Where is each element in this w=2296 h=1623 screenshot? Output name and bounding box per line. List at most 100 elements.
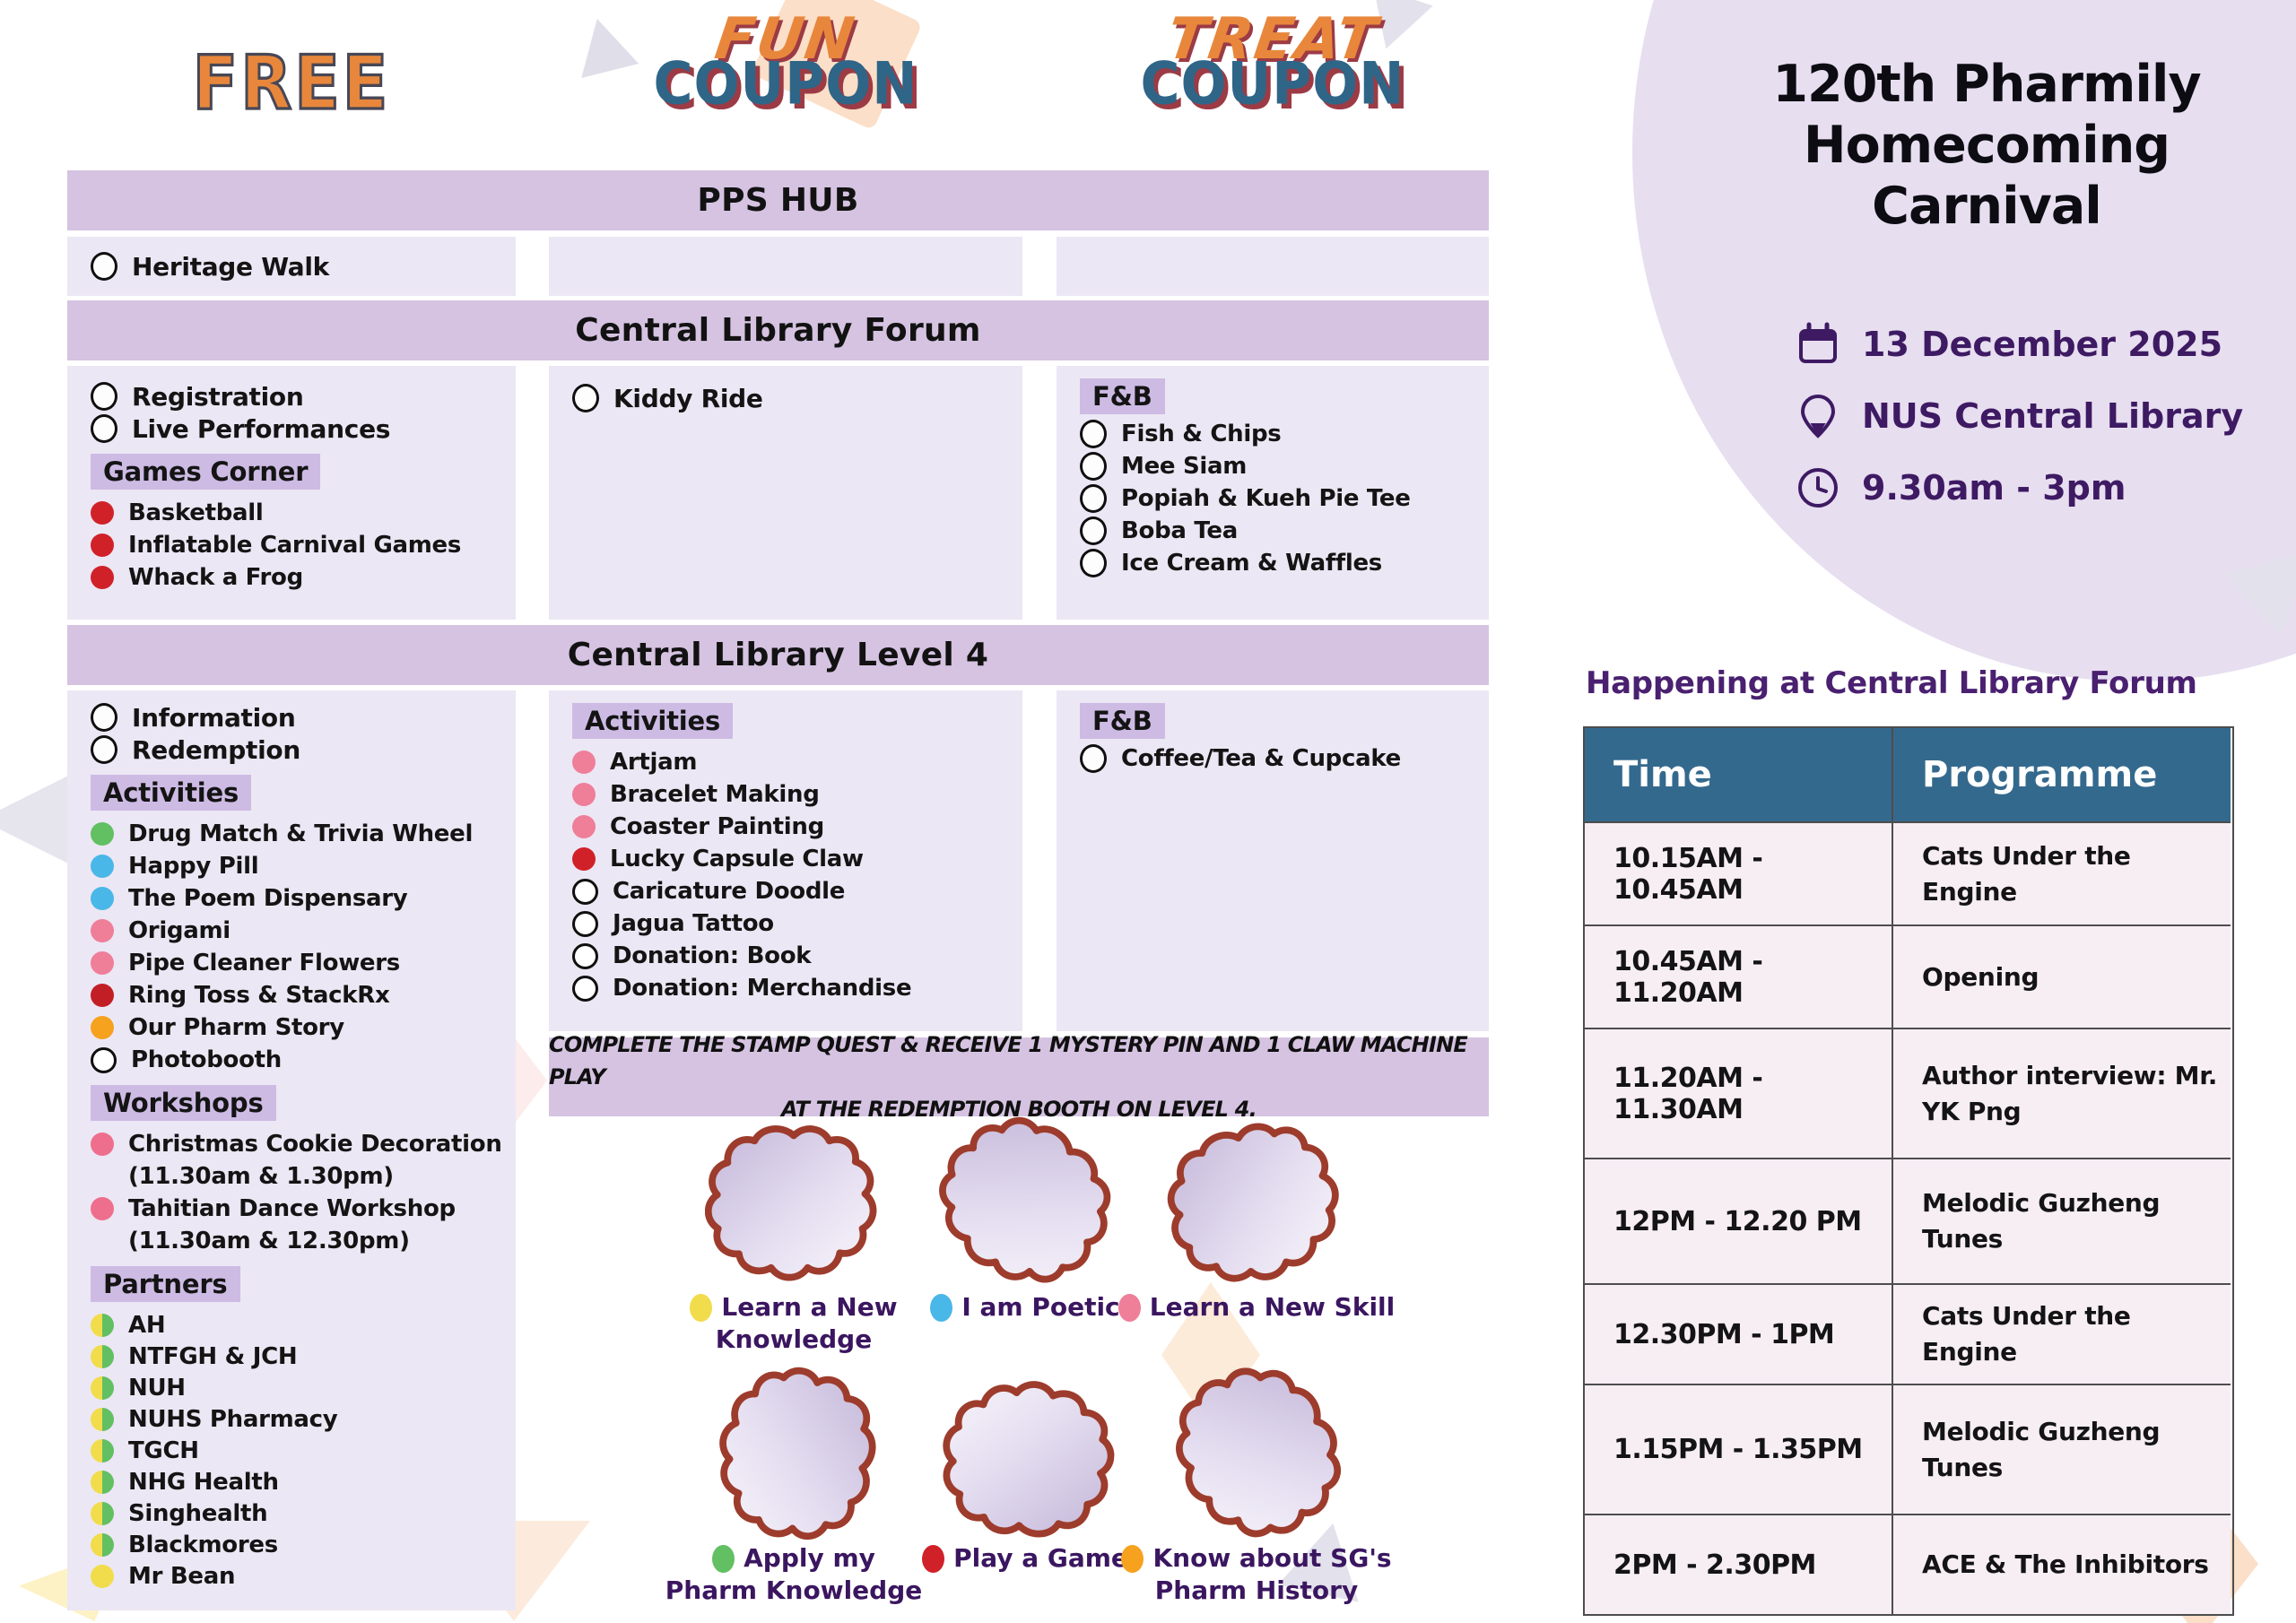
bullet-dot bbox=[91, 1376, 114, 1400]
bullet-dot bbox=[712, 1544, 735, 1573]
bullet-dot bbox=[91, 1407, 114, 1431]
section-chip-games-corner: Games Corner bbox=[91, 454, 321, 490]
stamp-cell: I am Poetic bbox=[909, 1123, 1141, 1356]
bullet-dot bbox=[91, 951, 114, 975]
event-date-row: 13 December 2025 bbox=[1794, 316, 2243, 373]
band-pps-hub: PPS HUB bbox=[67, 170, 1489, 230]
list-item: Happy Pill bbox=[91, 850, 509, 882]
stamp-cell: Play a Game bbox=[909, 1374, 1141, 1607]
stamp-label-text: Know about SG's bbox=[1152, 1543, 1392, 1573]
check-circle[interactable] bbox=[1080, 452, 1107, 481]
stamp-grid: Learn a New Knowledge I am Poetic Learn … bbox=[665, 1123, 1395, 1607]
stamp-cell: Learn a New Knowledge bbox=[678, 1123, 909, 1356]
stamp-label: Know about SG's bbox=[1121, 1542, 1392, 1575]
bullet-dot bbox=[91, 1133, 114, 1156]
schedule-table: Time Programme 10.15AM - 10.45AM Cats Un… bbox=[1583, 726, 2234, 1616]
table-cell-programme: Opening bbox=[1893, 926, 2231, 1029]
list-item: Christmas Cookie Decoration bbox=[91, 1128, 509, 1160]
table-cell-time: 10.45AM - 11.20AM bbox=[1585, 926, 1893, 1029]
column-header-programme: Programme bbox=[1893, 728, 2231, 823]
item-label: Coffee/Tea & Cupcake bbox=[1121, 745, 1401, 772]
section-chip-activities: Activities bbox=[572, 703, 734, 739]
banner-line: COMPLETE THE STAMP QUEST & RECEIVE 1 MYS… bbox=[549, 1032, 1468, 1089]
list-item: Ring Toss & StackRx bbox=[91, 979, 509, 1011]
panel-forum-treat: F&B Fish & Chips Mee Siam Popiah & Kueh … bbox=[1057, 366, 1489, 620]
event-date: 13 December 2025 bbox=[1862, 325, 2223, 364]
list-item: Redemption bbox=[91, 733, 509, 766]
list-item: Popiah & Kueh Pie Tee bbox=[1080, 482, 1482, 515]
list-item: Origami bbox=[91, 915, 509, 947]
bullet-dot bbox=[572, 783, 596, 806]
check-circle[interactable] bbox=[91, 735, 117, 764]
item-label: Whack a Frog bbox=[128, 564, 303, 591]
list-item: Pipe Cleaner Flowers bbox=[91, 947, 509, 979]
bullet-dot bbox=[91, 984, 114, 1007]
bullet-dot bbox=[91, 919, 114, 942]
list-item: Singhealth bbox=[91, 1497, 509, 1529]
fun-coupon-header: FUN COUPON bbox=[549, 6, 1022, 118]
check-circle[interactable] bbox=[1080, 744, 1107, 773]
check-circle[interactable] bbox=[91, 703, 117, 732]
stamp-blob bbox=[705, 1123, 883, 1288]
list-item: Donation: Book bbox=[572, 940, 1015, 972]
list-item: Basketball bbox=[91, 497, 509, 529]
bullet-dot bbox=[91, 534, 114, 557]
check-circle[interactable] bbox=[1080, 549, 1107, 577]
list-item: Ice Cream & Waffles bbox=[1080, 547, 1482, 579]
list-item: Registration bbox=[91, 380, 509, 412]
item-label: Coaster Painting bbox=[610, 813, 824, 840]
check-circle[interactable] bbox=[1080, 420, 1107, 448]
bullet-dot bbox=[91, 1532, 114, 1557]
check-circle[interactable] bbox=[91, 252, 117, 281]
check-circle[interactable] bbox=[91, 414, 117, 443]
bullet-dot bbox=[690, 1293, 713, 1322]
bullet-dot bbox=[91, 1344, 114, 1368]
panel-forum-fun: Kiddy Ride bbox=[549, 366, 1022, 620]
bullet-dot bbox=[572, 815, 596, 838]
fun-coupon-word-bottom: COUPON bbox=[653, 50, 918, 118]
stamp-blob bbox=[1150, 1103, 1364, 1308]
item-label: Lucky Capsule Claw bbox=[610, 846, 864, 872]
list-item: Photobooth bbox=[91, 1044, 509, 1076]
list-item: Information bbox=[91, 701, 509, 733]
item-label: Boba Tea bbox=[1121, 517, 1238, 544]
stamp-label-line2: Pharm Knowledge bbox=[665, 1575, 923, 1605]
item-label: Inflatable Carnival Games bbox=[128, 532, 462, 559]
stamp-label: I am Poetic bbox=[930, 1291, 1120, 1324]
list-item: Caricature Doodle bbox=[572, 875, 1015, 907]
check-circle[interactable] bbox=[572, 384, 599, 412]
column-header-time: Time bbox=[1585, 728, 1893, 823]
stamp-label: Learn a New bbox=[690, 1291, 898, 1324]
check-circle[interactable] bbox=[1080, 484, 1107, 513]
table-cell-programme: Melodic Guzheng Tunes bbox=[1893, 1385, 2231, 1515]
event-venue-row: NUS Central Library bbox=[1794, 387, 2243, 445]
clock-icon bbox=[1798, 468, 1838, 508]
table-cell-time: 1.15PM - 1.35PM bbox=[1585, 1385, 1893, 1515]
list-item: NTFGH & JCH bbox=[91, 1341, 509, 1372]
bullet-dot bbox=[91, 1501, 114, 1525]
item-label: Pipe Cleaner Flowers bbox=[128, 950, 400, 976]
bullet-dot bbox=[91, 566, 114, 589]
bullet-dot bbox=[572, 942, 598, 969]
check-circle[interactable] bbox=[1080, 516, 1107, 545]
panel-pps-free: Heritage Walk bbox=[67, 237, 516, 296]
bullet-dot bbox=[91, 1564, 114, 1588]
item-label: NUHS Pharmacy bbox=[128, 1405, 338, 1433]
item-label: Singhealth bbox=[128, 1499, 268, 1527]
table-cell-time: 2PM - 2.30PM bbox=[1585, 1515, 1893, 1614]
list-item: Boba Tea bbox=[1080, 515, 1482, 547]
item-sub-label: (11.30am & 1.30pm) bbox=[128, 1163, 394, 1190]
stamp-label: Apply my bbox=[712, 1542, 875, 1575]
item-label: Heritage Walk bbox=[132, 251, 329, 282]
bullet-dot bbox=[91, 1438, 114, 1462]
panel-pps-fun bbox=[549, 237, 1022, 296]
list-item: Fish & Chips bbox=[1080, 418, 1482, 450]
item-label: Mr Bean bbox=[128, 1562, 236, 1590]
item-label: Our Pharm Story bbox=[128, 1014, 344, 1041]
panel-level4-fun: Activities Artjam Bracelet Making Coaste… bbox=[549, 690, 1022, 1031]
check-circle[interactable] bbox=[91, 382, 117, 411]
item-label: Registration bbox=[132, 381, 304, 412]
bullet-dot bbox=[91, 822, 114, 846]
band-central-library-forum: Central Library Forum bbox=[67, 300, 1489, 360]
event-details: 13 December 2025 NUS Central Library 9.3… bbox=[1794, 316, 2243, 516]
